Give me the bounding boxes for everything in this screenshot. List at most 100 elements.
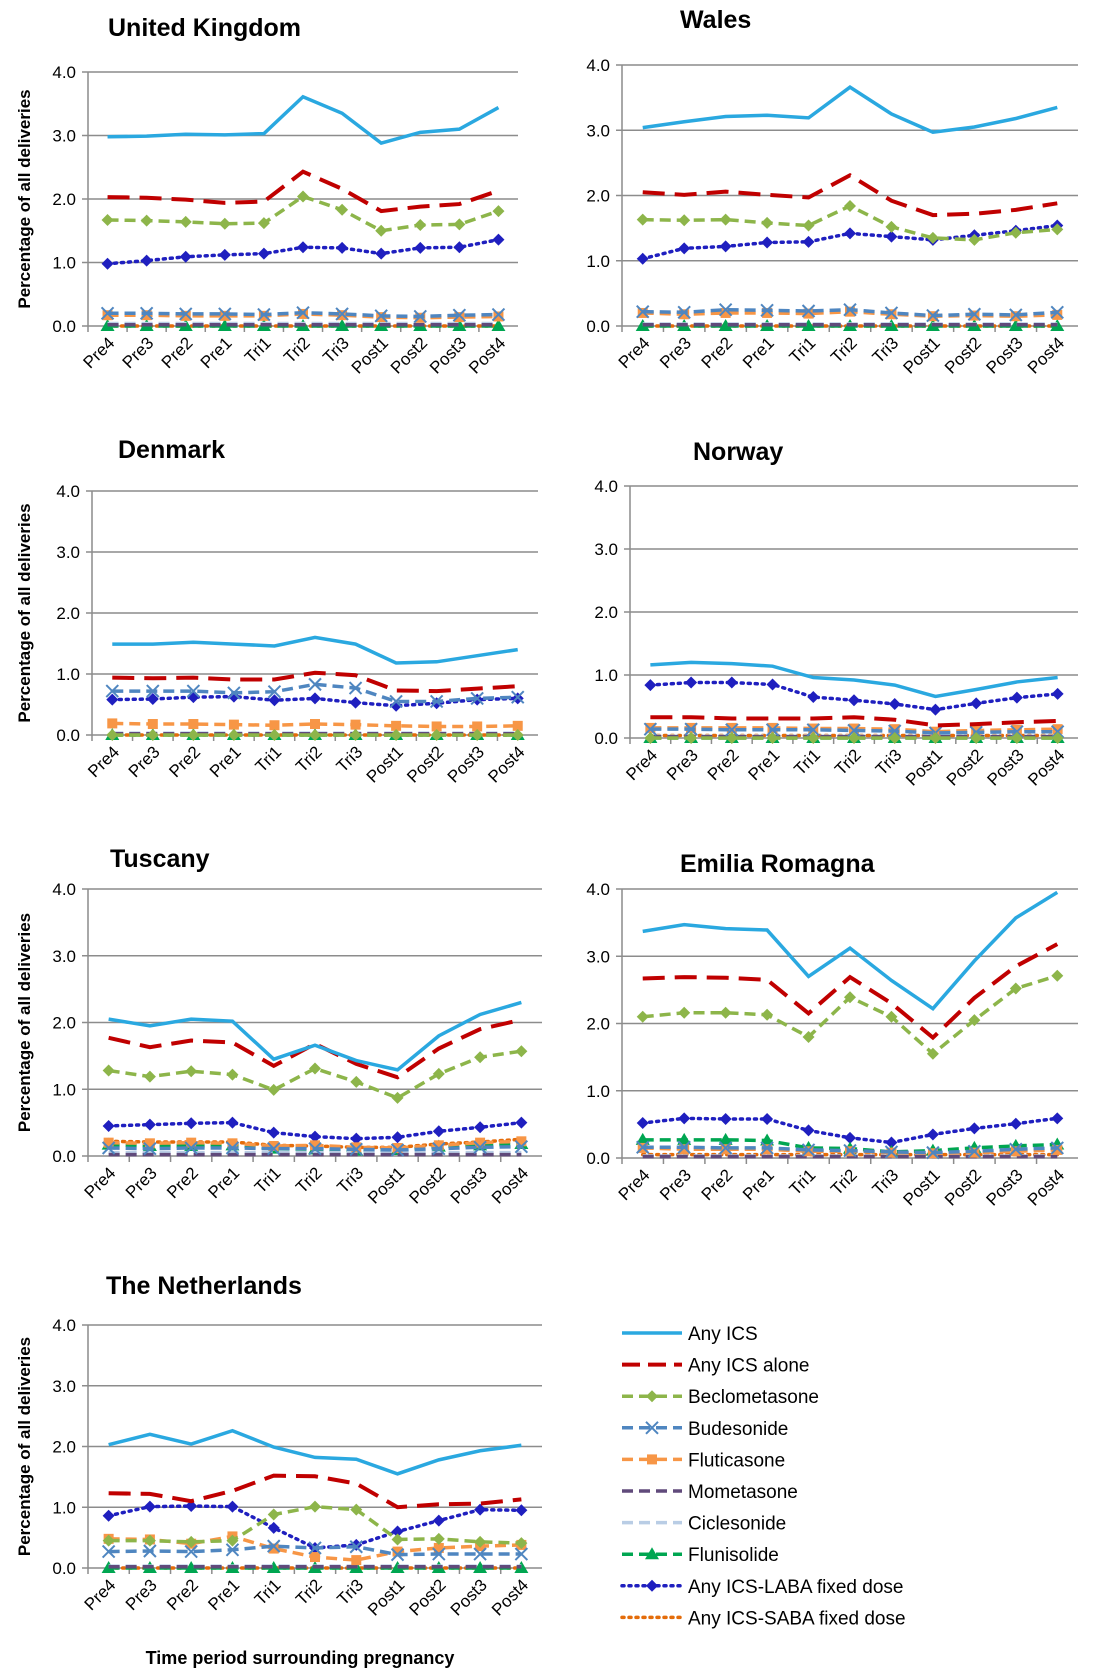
- data-point-marker: [102, 1064, 115, 1077]
- x-tick-label: Pre3: [125, 742, 164, 781]
- data-point-marker: [516, 1136, 527, 1147]
- x-tick-label: Post1: [364, 1575, 408, 1619]
- data-point-marker: [297, 190, 309, 203]
- y-tick-label: 4.0: [56, 482, 80, 501]
- data-point-marker: [761, 216, 774, 229]
- x-tick-label: Tri3: [869, 333, 903, 367]
- data-point-marker: [101, 213, 114, 226]
- x-tick-label: Pre2: [158, 333, 197, 372]
- data-point-marker: [309, 1062, 321, 1075]
- data-point-marker: [185, 1500, 198, 1513]
- y-tick-label: 3.0: [586, 121, 610, 140]
- x-tick-label: Pre1: [745, 745, 784, 784]
- data-point-marker: [257, 307, 271, 322]
- series-any-ics-alone: [642, 942, 1059, 1041]
- data-point-marker: [226, 1534, 239, 1547]
- x-tick-label: Post3: [982, 1165, 1026, 1209]
- data-point-marker: [644, 679, 657, 692]
- legend-label: Fluticasone: [688, 1450, 785, 1471]
- x-tick-label: Post2: [941, 1165, 985, 1209]
- data-point-marker: [228, 719, 239, 730]
- data-point-marker: [1008, 319, 1023, 331]
- y-axis-label: Percentage of all deliveries: [15, 1337, 34, 1556]
- y-tick-label: 4.0: [52, 880, 76, 899]
- x-tick-label: Pre2: [698, 1165, 737, 1204]
- data-point-marker: [413, 309, 427, 324]
- y-axis-label: Percentage of all deliveries: [15, 89, 34, 308]
- data-point-marker: [226, 1500, 239, 1513]
- data-point-marker: [1009, 1142, 1023, 1156]
- legend: Any ICS Any ICS alone Beclometasone Budeson…: [620, 1324, 906, 1629]
- x-tick-label: Tri2: [827, 1165, 861, 1199]
- series-line: [650, 660, 1058, 699]
- data-point-marker: [454, 312, 465, 323]
- data-point-marker: [1051, 687, 1064, 700]
- data-point-marker: [491, 307, 506, 322]
- x-tick-label: Post2: [405, 1575, 449, 1619]
- series-line: [108, 1473, 522, 1510]
- data-point-marker: [474, 1121, 487, 1134]
- data-point-marker: [1009, 308, 1023, 322]
- data-point-marker: [391, 1533, 404, 1546]
- data-point-marker: [187, 729, 200, 741]
- x-tick-label: Post2: [405, 1163, 449, 1207]
- y-tick-label: 4.0: [586, 56, 610, 75]
- series-any-ics: [642, 85, 1058, 135]
- x-tick-label: Tri1: [786, 1165, 820, 1199]
- data-point-marker: [766, 678, 779, 691]
- data-point-marker: [515, 1116, 528, 1129]
- series-line: [107, 169, 500, 214]
- series-line: [107, 94, 500, 146]
- x-tick-label: Post4: [465, 333, 509, 377]
- data-point-marker: [179, 215, 192, 228]
- data-point-marker: [677, 1140, 691, 1154]
- x-tick-label: Tri1: [251, 1163, 285, 1197]
- x-tick-label: Pre3: [122, 1163, 161, 1202]
- data-point-marker: [1010, 1146, 1021, 1157]
- x-tick-label: Pre4: [622, 745, 661, 784]
- data-point-marker: [146, 684, 160, 698]
- data-point-marker: [644, 732, 657, 744]
- data-point-marker: [515, 1537, 528, 1550]
- data-point-marker: [473, 1140, 487, 1155]
- data-point-marker: [452, 308, 467, 322]
- series-line: [108, 1017, 522, 1080]
- x-tick-label: Tri2: [292, 1163, 326, 1197]
- data-point-marker: [492, 233, 505, 246]
- data-point-marker: [432, 1067, 445, 1080]
- data-point-marker: [679, 1144, 690, 1155]
- data-point-marker: [268, 729, 281, 741]
- data-point-marker: [184, 1561, 199, 1573]
- data-point-marker: [219, 310, 230, 321]
- data-point-marker: [102, 310, 113, 321]
- data-point-marker: [309, 692, 321, 705]
- data-point-marker: [1010, 724, 1024, 739]
- data-point-marker: [762, 307, 773, 318]
- data-point-marker: [802, 1030, 815, 1043]
- series-budesonide: [100, 305, 506, 324]
- data-point-marker: [845, 306, 855, 317]
- data-point-marker: [844, 991, 856, 1004]
- data-point-marker: [491, 319, 506, 331]
- series-line: [108, 1428, 522, 1476]
- legend-item: Beclometasone: [622, 1387, 819, 1408]
- x-tick-label: Pre4: [81, 1575, 120, 1614]
- data-point-marker: [493, 311, 504, 322]
- x-tick-label: Pre1: [204, 1575, 243, 1614]
- data-point-marker: [849, 723, 859, 734]
- y-axis-label: Percentage of all deliveries: [15, 503, 34, 722]
- data-point-marker: [350, 1538, 363, 1551]
- data-point-marker: [511, 690, 525, 704]
- data-point-marker: [107, 718, 118, 729]
- x-tick-label: Tri1: [790, 745, 824, 779]
- data-point-marker: [308, 1141, 322, 1156]
- series-any-ics-alone: [650, 715, 1058, 728]
- data-point-marker: [102, 1534, 115, 1547]
- x-tick-label: Pre3: [656, 333, 695, 372]
- y-tick-label: 1.0: [594, 666, 618, 685]
- x-tick-label: Tri3: [333, 1575, 367, 1609]
- legend-label: Any ICS alone: [688, 1356, 809, 1377]
